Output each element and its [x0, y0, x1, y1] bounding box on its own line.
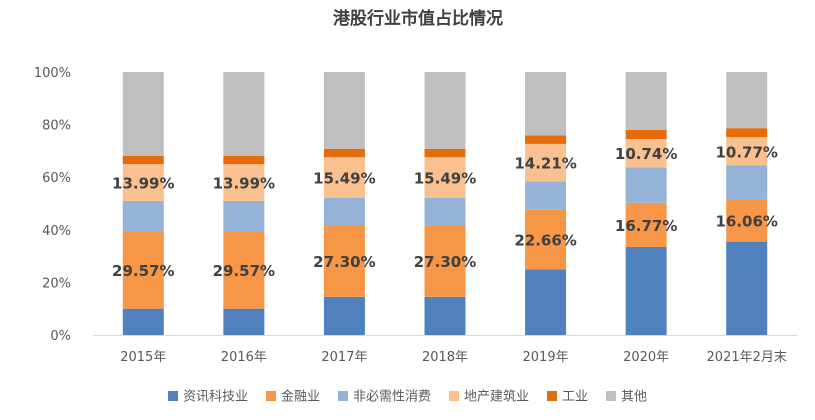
bar-segment: [122, 155, 164, 165]
bar-segment: [424, 157, 466, 198]
chart-title: 港股行业市值占比情况: [333, 8, 503, 29]
legend-label: 金融业: [281, 389, 320, 405]
bar-segment: [525, 72, 567, 136]
bar-segment: [525, 135, 567, 144]
bar-segment: [625, 246, 667, 335]
bar-segment: [726, 137, 768, 166]
bar-segment: [122, 72, 164, 156]
x-tick-label: 2015年: [120, 350, 166, 365]
axes: 0% 20% 40% 60% 80% 100% 2015年 2016年 2017年 2018年 20…: [34, 66, 797, 365]
data-label: 27.30%: [313, 253, 375, 271]
bar-segment: [726, 165, 768, 200]
x-tick-label: 2020年: [623, 350, 669, 365]
data-label: 29.57%: [112, 262, 174, 280]
bar-segment: [625, 129, 667, 140]
legend-label: 地产建筑业: [464, 389, 529, 405]
bar-segment: [223, 200, 265, 231]
bars: [122, 72, 768, 335]
y-tick-label: 60%: [42, 171, 71, 186]
data-label: 13.99%: [112, 175, 174, 193]
y-tick-label: 40%: [42, 224, 71, 239]
bar-segment: [625, 202, 667, 247]
data-label: 10.74%: [615, 145, 677, 163]
legend-swatch: [547, 391, 557, 401]
data-label: 10.77%: [715, 143, 777, 161]
bar-segment: [726, 72, 768, 129]
x-tick-label: 2018年: [422, 350, 468, 365]
data-label: 14.21%: [514, 155, 576, 173]
legend-swatch: [168, 391, 178, 401]
data-label: 15.49%: [313, 170, 375, 188]
legend-swatch: [606, 391, 616, 401]
data-label: 29.57%: [213, 262, 275, 280]
data-labels: 29.57% 13.99% 29.57% 13.99% 27.30% 15.49% 27.3…: [112, 143, 778, 280]
bar-segment: [323, 72, 365, 149]
data-label: 16.77%: [615, 217, 677, 235]
bar-segment: [424, 148, 466, 158]
bar-segment: [223, 308, 265, 335]
bar-segment: [122, 164, 164, 201]
legend-swatch: [449, 391, 459, 401]
y-tick-label: 100%: [34, 66, 71, 81]
x-tick-label: 2016年: [221, 350, 267, 365]
legend-label: 非必需性消费: [353, 390, 431, 405]
legend-swatch: [266, 391, 276, 401]
data-label: 16.06%: [715, 213, 777, 231]
bar-segment: [122, 200, 164, 231]
bar-segment: [726, 128, 768, 138]
x-tick-label: 2019年: [523, 350, 569, 365]
bar-segment: [223, 72, 265, 156]
bar-segment: [525, 209, 567, 270]
bar-segment: [525, 181, 567, 210]
data-label: 15.49%: [414, 170, 476, 188]
bar-segment: [424, 72, 466, 149]
y-tick-label: 80%: [42, 119, 71, 134]
bar-segment: [625, 167, 667, 203]
bar-segment: [424, 296, 466, 335]
data-label: 27.30%: [414, 253, 476, 271]
legend: 资讯科技业 金融业 非必需性消费 地产建筑业 工业 其他: [168, 389, 647, 405]
bar-segment: [525, 143, 567, 182]
bar-segment: [424, 197, 466, 226]
bar-segment: [726, 199, 768, 242]
bar-segment: [223, 155, 265, 165]
bar-segment: [625, 139, 667, 168]
y-tick-label: 20%: [42, 276, 71, 291]
bar-segment: [323, 225, 365, 297]
legend-swatch: [338, 391, 348, 401]
bar-segment: [625, 72, 667, 130]
bar-segment: [323, 157, 365, 198]
bar-segment: [726, 241, 768, 335]
legend-label: 其他: [621, 390, 647, 405]
bar-segment: [424, 225, 466, 297]
legend-label: 资讯科技业: [183, 390, 248, 405]
bar-segment: [122, 308, 164, 335]
bar-segment: [525, 269, 567, 335]
bar-segment: [223, 164, 265, 201]
legend-label: 工业: [562, 390, 588, 405]
data-label: 13.99%: [213, 175, 275, 193]
bar-segment: [122, 230, 164, 309]
y-tick-label: 0%: [50, 329, 71, 344]
data-label: 22.66%: [514, 231, 576, 249]
x-tick-label: 2021年2月末: [707, 350, 787, 365]
bar-segment: [223, 230, 265, 309]
bar-segment: [323, 148, 365, 158]
x-tick-label: 2017年: [321, 350, 367, 365]
bar-segment: [323, 197, 365, 226]
bar-segment: [323, 296, 365, 335]
